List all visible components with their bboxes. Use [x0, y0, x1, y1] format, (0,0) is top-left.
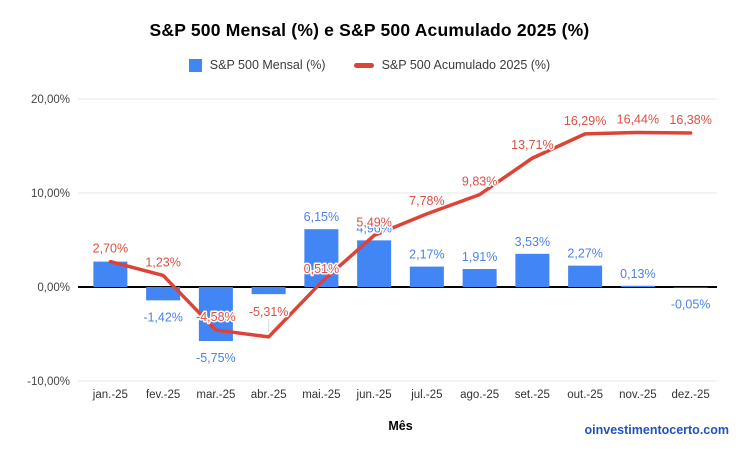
bar-out.-25 [568, 265, 603, 287]
bar-nov.-25 [620, 285, 655, 287]
footer-watermark: oinvestimentocerto.com [584, 423, 729, 437]
line-label: 0,51% [304, 262, 339, 276]
x-tick-label: out.-25 [567, 389, 603, 401]
x-axis-title: Mês [388, 419, 413, 433]
accumulated-line [108, 130, 693, 339]
line-label: 7,78% [409, 194, 444, 208]
x-tick-label: ago.-25 [460, 389, 499, 401]
x-tick-label: set.-25 [515, 389, 550, 401]
x-tick-label: nov.-25 [619, 389, 657, 401]
line-label: 2,70% [93, 242, 128, 256]
bar-label: 4,96% [356, 221, 391, 235]
bar-label: 1,91% [462, 250, 497, 264]
x-tick-label: jan.-25 [92, 389, 128, 401]
bar-jul.-25 [409, 266, 444, 287]
bar-label: 2,17% [409, 248, 444, 262]
x-tick-label: mar.-25 [196, 389, 235, 401]
line-label: 16,29% [564, 114, 606, 128]
bar-jun.-25 [357, 240, 392, 287]
bar-fev.-25 [146, 287, 181, 301]
line-label: 16,38% [669, 113, 711, 127]
legend-item-mensal: S&P 500 Mensal (%) [188, 58, 326, 72]
line-label: 13,71% [511, 138, 553, 152]
bar-abr.-25 [251, 287, 286, 295]
y-tick-label: 20,00% [31, 94, 70, 106]
bar-series-swatch-icon [188, 58, 202, 72]
x-tick-label: dez.-25 [671, 389, 709, 401]
y-tick-label: 10,00% [31, 188, 70, 200]
legend-label-mensal: S&P 500 Mensal (%) [209, 58, 326, 72]
bar-label: 3,53% [515, 235, 550, 249]
line-label: 9,83% [462, 175, 497, 189]
bar-ago.-25 [462, 269, 497, 287]
bar-label: 2,27% [567, 247, 602, 261]
page-title: S&P 500 Mensal (%) e S&P 500 Acumulado 2… [149, 20, 590, 40]
line-label: 1,23% [145, 255, 180, 269]
bar-label: -0,05% [671, 297, 711, 311]
x-tick-label: abr.-25 [251, 389, 287, 401]
bar-label: -5,75% [196, 351, 236, 365]
line-label: 16,44% [617, 112, 659, 126]
legend: S&P 500 Mensal (%) S&P 500 Acumulado 202… [0, 58, 739, 72]
bar-mai.-25 [304, 229, 339, 287]
bar-label: -1,42% [143, 310, 183, 324]
x-tick-label: jul.-25 [410, 389, 442, 401]
x-tick-label: jun.-25 [356, 389, 392, 401]
line-label: -5,31% [249, 305, 289, 319]
legend-label-acumulado: S&P 500 Acumulado 2025 (%) [381, 58, 551, 72]
y-tick-label: 0,00% [37, 282, 70, 294]
y-tick-label: -10,00% [27, 376, 70, 388]
bar-label: 0,13% [620, 267, 655, 281]
legend-item-acumulado: S&P 500 Acumulado 2025 (%) [353, 58, 551, 72]
bar-set.-25 [515, 253, 550, 287]
bar-label: 6,15% [304, 210, 339, 224]
x-tick-label: mai.-25 [302, 389, 340, 401]
bar-label: 2,70% [93, 243, 128, 257]
line-label: -4,58% [196, 310, 236, 324]
line-label: 5,49% [356, 215, 391, 229]
x-tick-label: fev.-25 [146, 389, 180, 401]
bar-dez.-25 [673, 287, 708, 288]
line-series-swatch-icon [353, 62, 374, 68]
